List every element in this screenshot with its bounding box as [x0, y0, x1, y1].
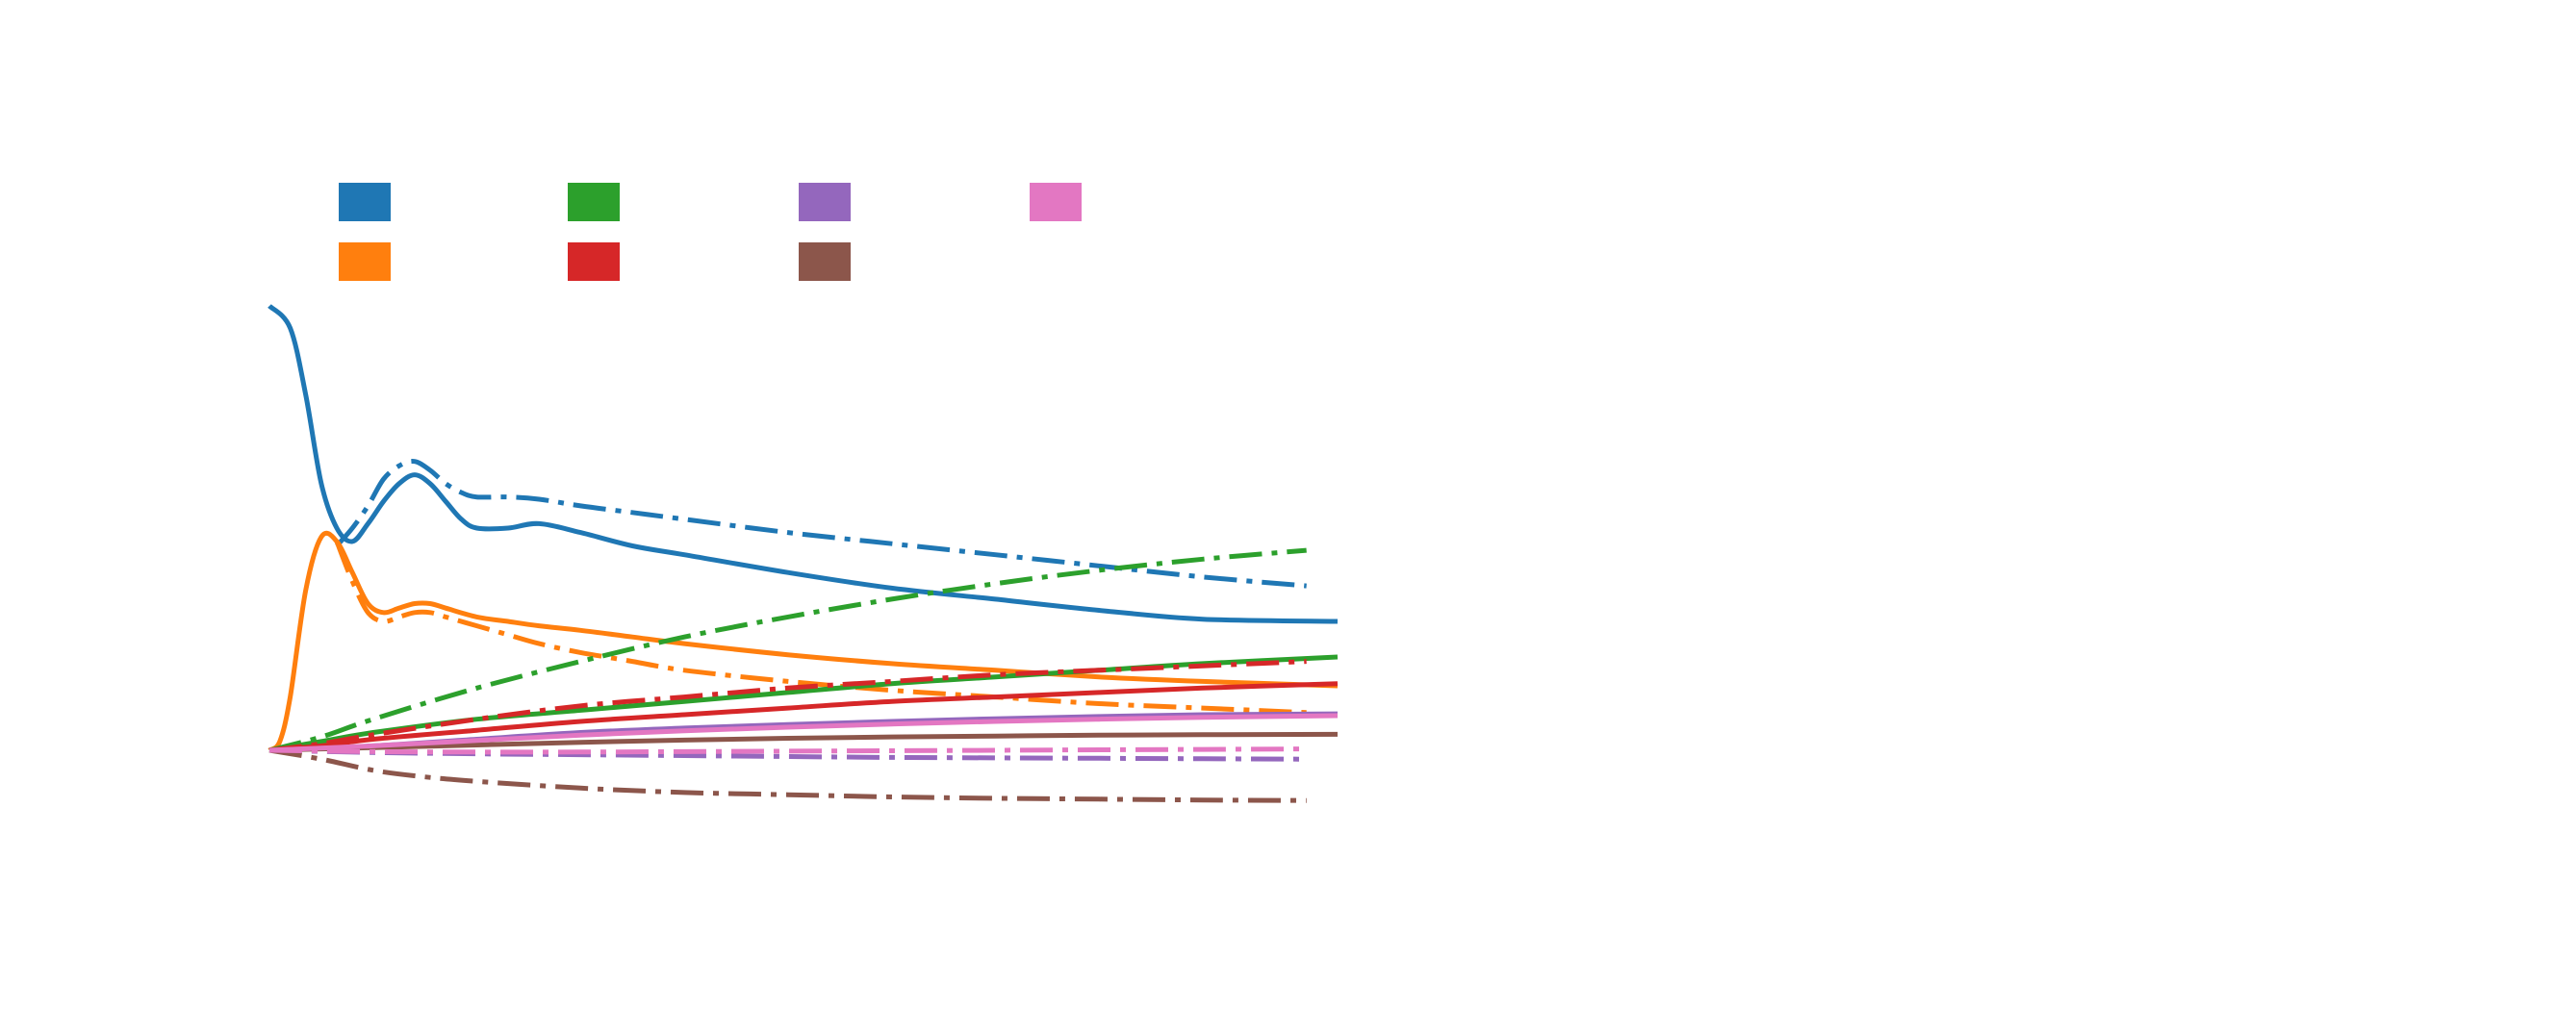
- series-line-4: [334, 540, 1307, 716]
- plot-area: [268, 304, 1339, 803]
- series-line-6: [268, 547, 1307, 753]
- legend-swatch-5: [799, 183, 851, 221]
- series-line-8: [268, 659, 1307, 753]
- series-line-12: [268, 747, 1307, 803]
- legend-swatch-7: [1030, 183, 1082, 221]
- legend: [339, 183, 1082, 281]
- series-line-3: [268, 530, 1339, 753]
- series-line-11: [268, 731, 1339, 753]
- series-line-2: [335, 459, 1307, 589]
- series-line-7: [268, 681, 1339, 753]
- series-line-1: [268, 304, 1339, 624]
- legend-swatch-1: [339, 183, 391, 221]
- series-line-13: [268, 713, 1339, 753]
- series-line-14: [268, 746, 1307, 755]
- legend-swatch-2: [339, 242, 391, 281]
- legend-swatch-4: [568, 242, 620, 281]
- legend-swatch-6: [799, 242, 851, 281]
- legend-swatch-3: [568, 183, 620, 221]
